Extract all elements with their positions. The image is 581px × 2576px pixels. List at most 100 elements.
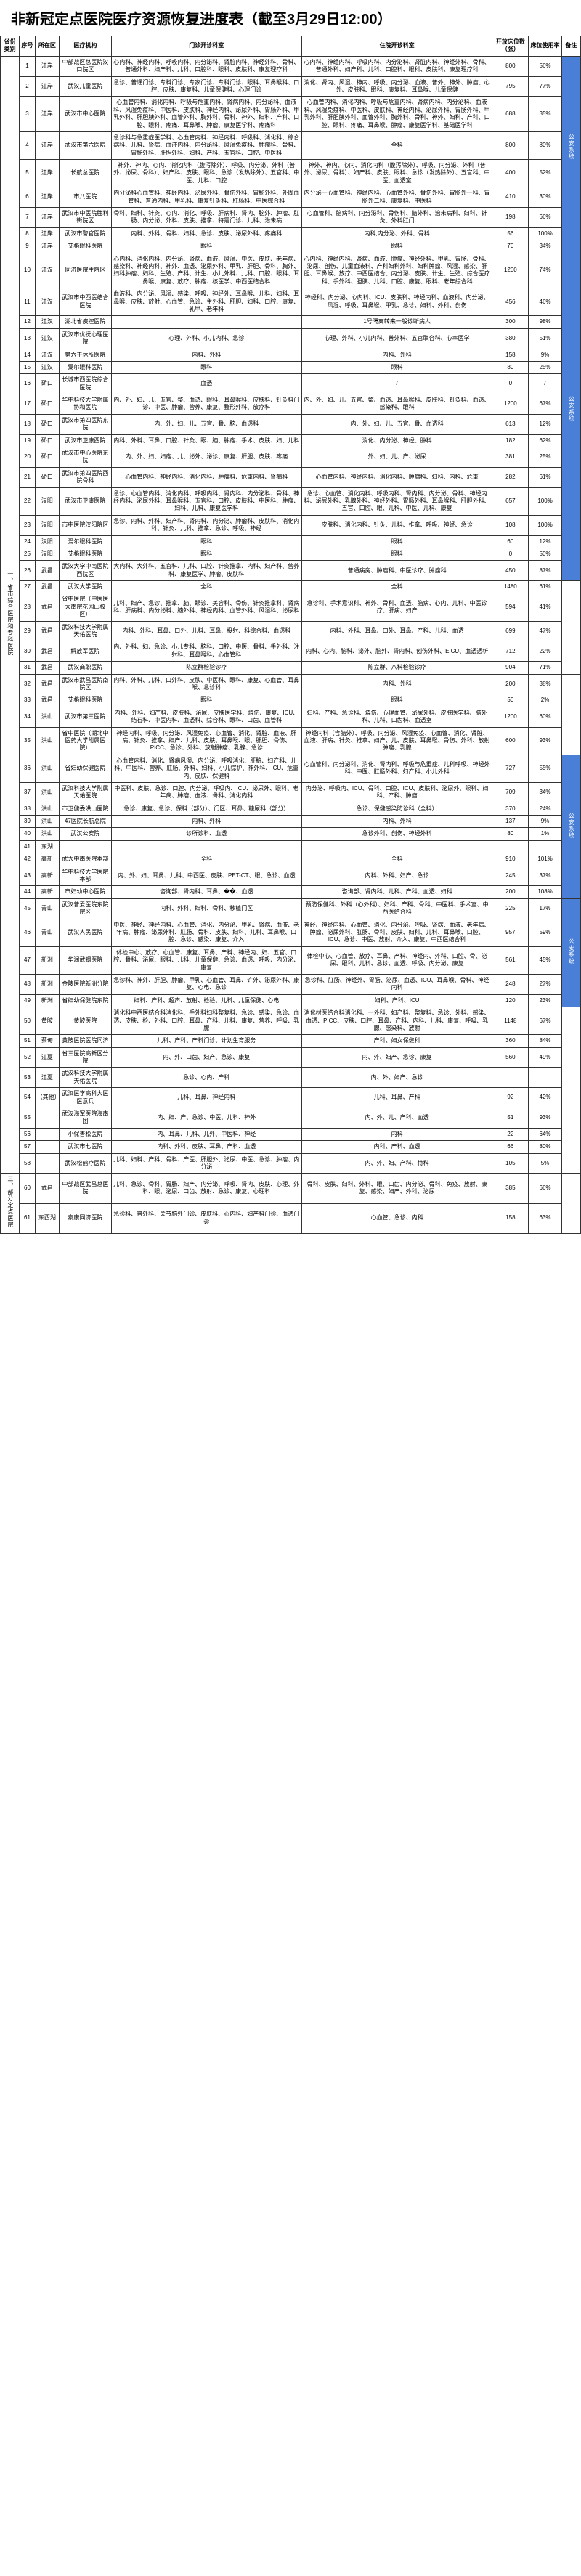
table-row: 46青山武汉人民医院中医、神经、神经内科、心血管、消化、内分泌、甲乳、肾病、血液… (1, 919, 581, 946)
table-row: 9江岸艾格眼科医院眼科眼科7034%公安系统 (1, 240, 581, 253)
table-row: 50黄陂黄陂医院消化科中西医结合科消化科、手外科妇科整复科、急诊、感染、急诊、血… (1, 1007, 581, 1035)
cell-d2: 内科、外科、耳鼻、口外、耳鼻、产科、儿科、血透 (301, 621, 492, 641)
cell-seq: 47 (20, 946, 35, 974)
cell-beds: 120 (492, 994, 529, 1007)
cell-d2 (301, 840, 492, 853)
cell-rate (529, 1068, 561, 1088)
cell-seq: 17 (20, 394, 35, 415)
th-hospital: 医疗机构 (60, 36, 112, 57)
cell-seq: 7 (20, 208, 35, 228)
cell-beds: 795 (492, 76, 529, 97)
cell-d2: 急诊外科、创伤、神经外科 (301, 828, 492, 840)
note-cell: 公安系统 (561, 56, 580, 240)
cell-d2: 咨询部、肾内科、儿科、产科、血透、妇科 (301, 886, 492, 898)
cell-beds: 66 (492, 1141, 529, 1153)
table-row: 32武昌武汉市武昌医院南院区内科、外科、儿科、口外科、皮肤、中医科、眼科、康复、… (1, 674, 581, 694)
cell-dist: 江岸 (35, 208, 59, 228)
cell-hosp: 解放军医院 (60, 641, 112, 662)
table-row: 28武昌省中医院（中医医大南院花园山校区）儿科、妇产、急诊、推拿、脑、眼诊、美容… (1, 593, 581, 621)
main-table: 省份类别 序号 所在区 医疗机构 门诊开诊科室 住院开诊科室 开放床位数（张） … (0, 36, 581, 1234)
cell-hosp: 武汉商职医院 (60, 662, 112, 674)
cell-hosp: 武汉市第四医院东院 (60, 414, 112, 434)
cell-seq: 26 (20, 561, 35, 581)
cell-beds: 957 (492, 919, 529, 946)
cell-dist: 东湖 (35, 840, 59, 853)
cell-beds: 137 (492, 816, 529, 828)
cell-d2: 妇科、产科、急诊科、烧伤、心理血管、泌尿外科、皮肤医学科、脑外科、儿科、口齿科、… (301, 707, 492, 727)
cell-seq: 48 (20, 974, 35, 994)
cell-dist: 蔡甸 (35, 1035, 59, 1047)
cell-hosp: 武汉市第三医院 (60, 707, 112, 727)
cell-hosp: 武汉海军医院海南团 (60, 1108, 112, 1129)
cell-hosp: 武汉儿童医院 (60, 76, 112, 97)
cell-d1: 急诊科、普外科、关节脑外门诊、皮肤科、心内科、妇产科门诊、血透门诊 (111, 1203, 301, 1233)
cell-beds: 248 (492, 974, 529, 994)
cell-rate: 59% (529, 919, 561, 946)
cell-rate: 101% (529, 853, 561, 866)
cell-seq: 54 (20, 1088, 35, 1108)
cell-seq: 1 (20, 56, 35, 76)
cell-rate: 80% (529, 131, 561, 159)
cell-d1: 儿科、急诊、骨科、胃肠、妇产、内分泌、呼吸、肾内、皮肤、心理、外科、眼、泌尿、口… (111, 1174, 301, 1203)
cell-d2: 内科、心内、脑科、泌外、脑外、肾内科、创伤外科、EICU、血透透析 (301, 641, 492, 662)
cell-dist: 江汉 (35, 253, 59, 288)
cell-beds: 613 (492, 414, 529, 434)
cell-seq: 45 (20, 898, 35, 919)
cell-hosp: 武汉市七医院 (60, 1141, 112, 1153)
cell-seq: 35 (20, 727, 35, 755)
cell-d2: 心血管内科、消化内科、呼吸与危重内科、肾病内科、内分泌科、血液科、风湿免疫科、中… (301, 97, 492, 132)
cell-beds: 410 (492, 187, 529, 208)
cell-d2: 外、妇、儿、产、泌尿 (301, 447, 492, 468)
cell-d1: 心血管内科、消化、肾病风湿、内分泌、呼吸消化、肝脏、妇产科、儿科、中医科、营养、… (111, 755, 301, 782)
cell-dist: 洪山 (35, 755, 59, 782)
cell-seq: 18 (20, 414, 35, 434)
cell-dist: 汉阳 (35, 535, 59, 548)
cell-seq: 25 (20, 548, 35, 560)
cell-beds: 50 (492, 694, 529, 707)
table-row: 45青山武汉普爱医院东院院区内科、外科、妇科、骨科、移植门区预防保健科、外科（心… (1, 898, 581, 919)
cell-dist: 新洲 (35, 974, 59, 994)
cell-d2: 心血管科、内分泌科、消化、肾内科、呼吸与危重症、儿科呼吸、神经外科、中医、肛肠外… (301, 755, 492, 782)
cell-dist: 新洲 (35, 994, 59, 1007)
cell-beds: 910 (492, 853, 529, 866)
cell-beds: 800 (492, 56, 529, 76)
cell-d1: 儿科、妇产、急诊、推拿、脑、眼诊、美容科、骨伤、针灸推拿科、肾病科、肝病科、内分… (111, 593, 301, 621)
cell-seq: 2 (20, 76, 35, 97)
table-row: 47新洲华润武钢医院体检中心、放疗、心血管、康复、耳鼻、产科、神经内、妇、五官、… (1, 946, 581, 974)
cell-dist: 武昌 (35, 581, 59, 593)
cell-hosp: 武汉科技大学附属天佑医院 (60, 621, 112, 641)
cell-d2: 眼科 (301, 361, 492, 373)
cell-d1: 中医、神经、神经内科、心血管、消化、内分泌、甲乳、肾病、血液、老年病、肿瘤、泌尿… (111, 919, 301, 946)
table-row: 17硚口华中科技大学附属协和医院内、外、妇、儿、五官、整、血透、眼科、耳鼻喉科、… (1, 394, 581, 415)
cell-d1: 内、妇、产、急诊、中医、儿科、神外 (111, 1108, 301, 1129)
cell-beds: 1200 (492, 707, 529, 727)
cell-rate: 41% (529, 593, 561, 621)
cell-seq: 5 (20, 160, 35, 187)
cell-seq: 19 (20, 434, 35, 447)
cell-d1: 咨询部、肾内科、耳鼻、��、血透 (111, 886, 301, 898)
table-row: 三、部分定点医院60武昌中部战区武昌总医院儿科、急诊、骨科、胃肠、妇产、内分泌、… (1, 1174, 581, 1203)
cell-rate: 52% (529, 160, 561, 187)
cell-seq: 36 (20, 755, 35, 782)
table-row: 15江汉爱尔眼科医院眼科眼科8025% (1, 361, 581, 373)
table-row: 58武汉松鹤疗医院儿科、妇科、产科、骨科、产医、肝胆外、泌尿、中医、急诊、肿瘤、… (1, 1153, 581, 1174)
cell-d2: 内科 (301, 1128, 492, 1140)
cell-beds: 1200 (492, 394, 529, 415)
cell-seq: 61 (20, 1203, 35, 1233)
cell-rate: 61% (529, 581, 561, 593)
cell-hosp: 湖北省疾控医院 (60, 316, 112, 328)
cell-dist (35, 1108, 59, 1129)
th-district: 所在区 (35, 36, 59, 57)
cell-seq: 51 (20, 1035, 35, 1047)
cell-rate: 25% (529, 447, 561, 468)
cell-hosp: 武汉科技大学附属天佑医院 (60, 782, 112, 803)
cell-d2: 内分泌一心血管科、神经内科、心血管外科、骨伤外科、胃肠外一科、胃肠外二科、康复科… (301, 187, 492, 208)
cell-d1: 心内科、神经内科、呼吸内科、内分泌科、肾脏内科、神经外科、骨科、普通外科、妇产科… (111, 56, 301, 76)
cell-dist: 武昌 (35, 641, 59, 662)
cell-dist: 武昌 (35, 662, 59, 674)
cell-hosp: 同济医院主院区 (60, 253, 112, 288)
cell-d1: 内、外、妇、妇瘤、儿、泌外、泌诊、康复、肝胆、皮肤、疼痛 (111, 447, 301, 468)
cell-beds: 400 (492, 160, 529, 187)
cell-seq: 29 (20, 621, 35, 641)
cell-d2: 内分泌、呼吸内、ICU、骨科、口腔、ICU、皮肤科、泌尿外、眼科、妇科、产科、肿… (301, 782, 492, 803)
